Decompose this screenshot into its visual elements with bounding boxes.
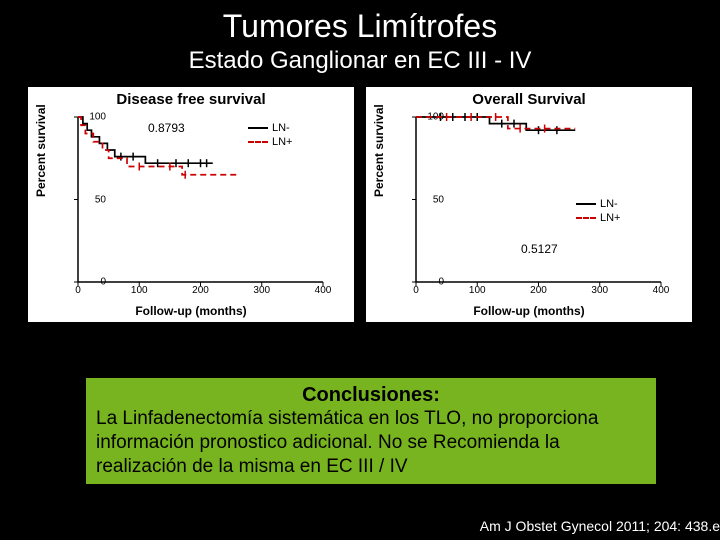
chart-svg bbox=[28, 87, 354, 322]
chart-legend: LN-LN+ bbox=[576, 197, 621, 225]
p-value-label: 0.5127 bbox=[521, 242, 558, 256]
p-value-label: 0.8793 bbox=[148, 121, 185, 135]
chart-legend: LN-LN+ bbox=[248, 121, 293, 149]
chart-dfs: Disease free survival Percent survival F… bbox=[28, 87, 354, 322]
legend-label: LN- bbox=[272, 121, 290, 135]
legend-item: LN+ bbox=[248, 135, 293, 149]
legend-line-icon bbox=[248, 127, 268, 129]
legend-line-icon bbox=[248, 141, 268, 143]
conclusions-heading: Conclusiones: bbox=[96, 384, 646, 407]
legend-label: LN- bbox=[600, 197, 618, 211]
legend-item: LN- bbox=[248, 121, 293, 135]
chart-os: Overall Survival Percent survival Follow… bbox=[366, 87, 692, 322]
legend-label: LN+ bbox=[600, 211, 621, 225]
chart-svg bbox=[366, 87, 692, 322]
legend-item: LN+ bbox=[576, 211, 621, 225]
conclusions-box: Conclusiones: La Linfadenectomía sistemá… bbox=[86, 378, 656, 484]
legend-line-icon bbox=[576, 203, 596, 205]
conclusions-body: La Linfadenectomía sistemática en los TL… bbox=[96, 407, 646, 478]
citation-text: Am J Obstet Gynecol 2011; 204: 438.e bbox=[480, 518, 720, 534]
slide-title: Tumores Limítrofes bbox=[0, 0, 720, 45]
legend-label: LN+ bbox=[272, 135, 293, 149]
charts-container: Disease free survival Percent survival F… bbox=[0, 75, 720, 322]
legend-line-icon bbox=[576, 217, 596, 219]
legend-item: LN- bbox=[576, 197, 621, 211]
slide-subtitle: Estado Ganglionar en EC III - IV bbox=[0, 45, 720, 75]
